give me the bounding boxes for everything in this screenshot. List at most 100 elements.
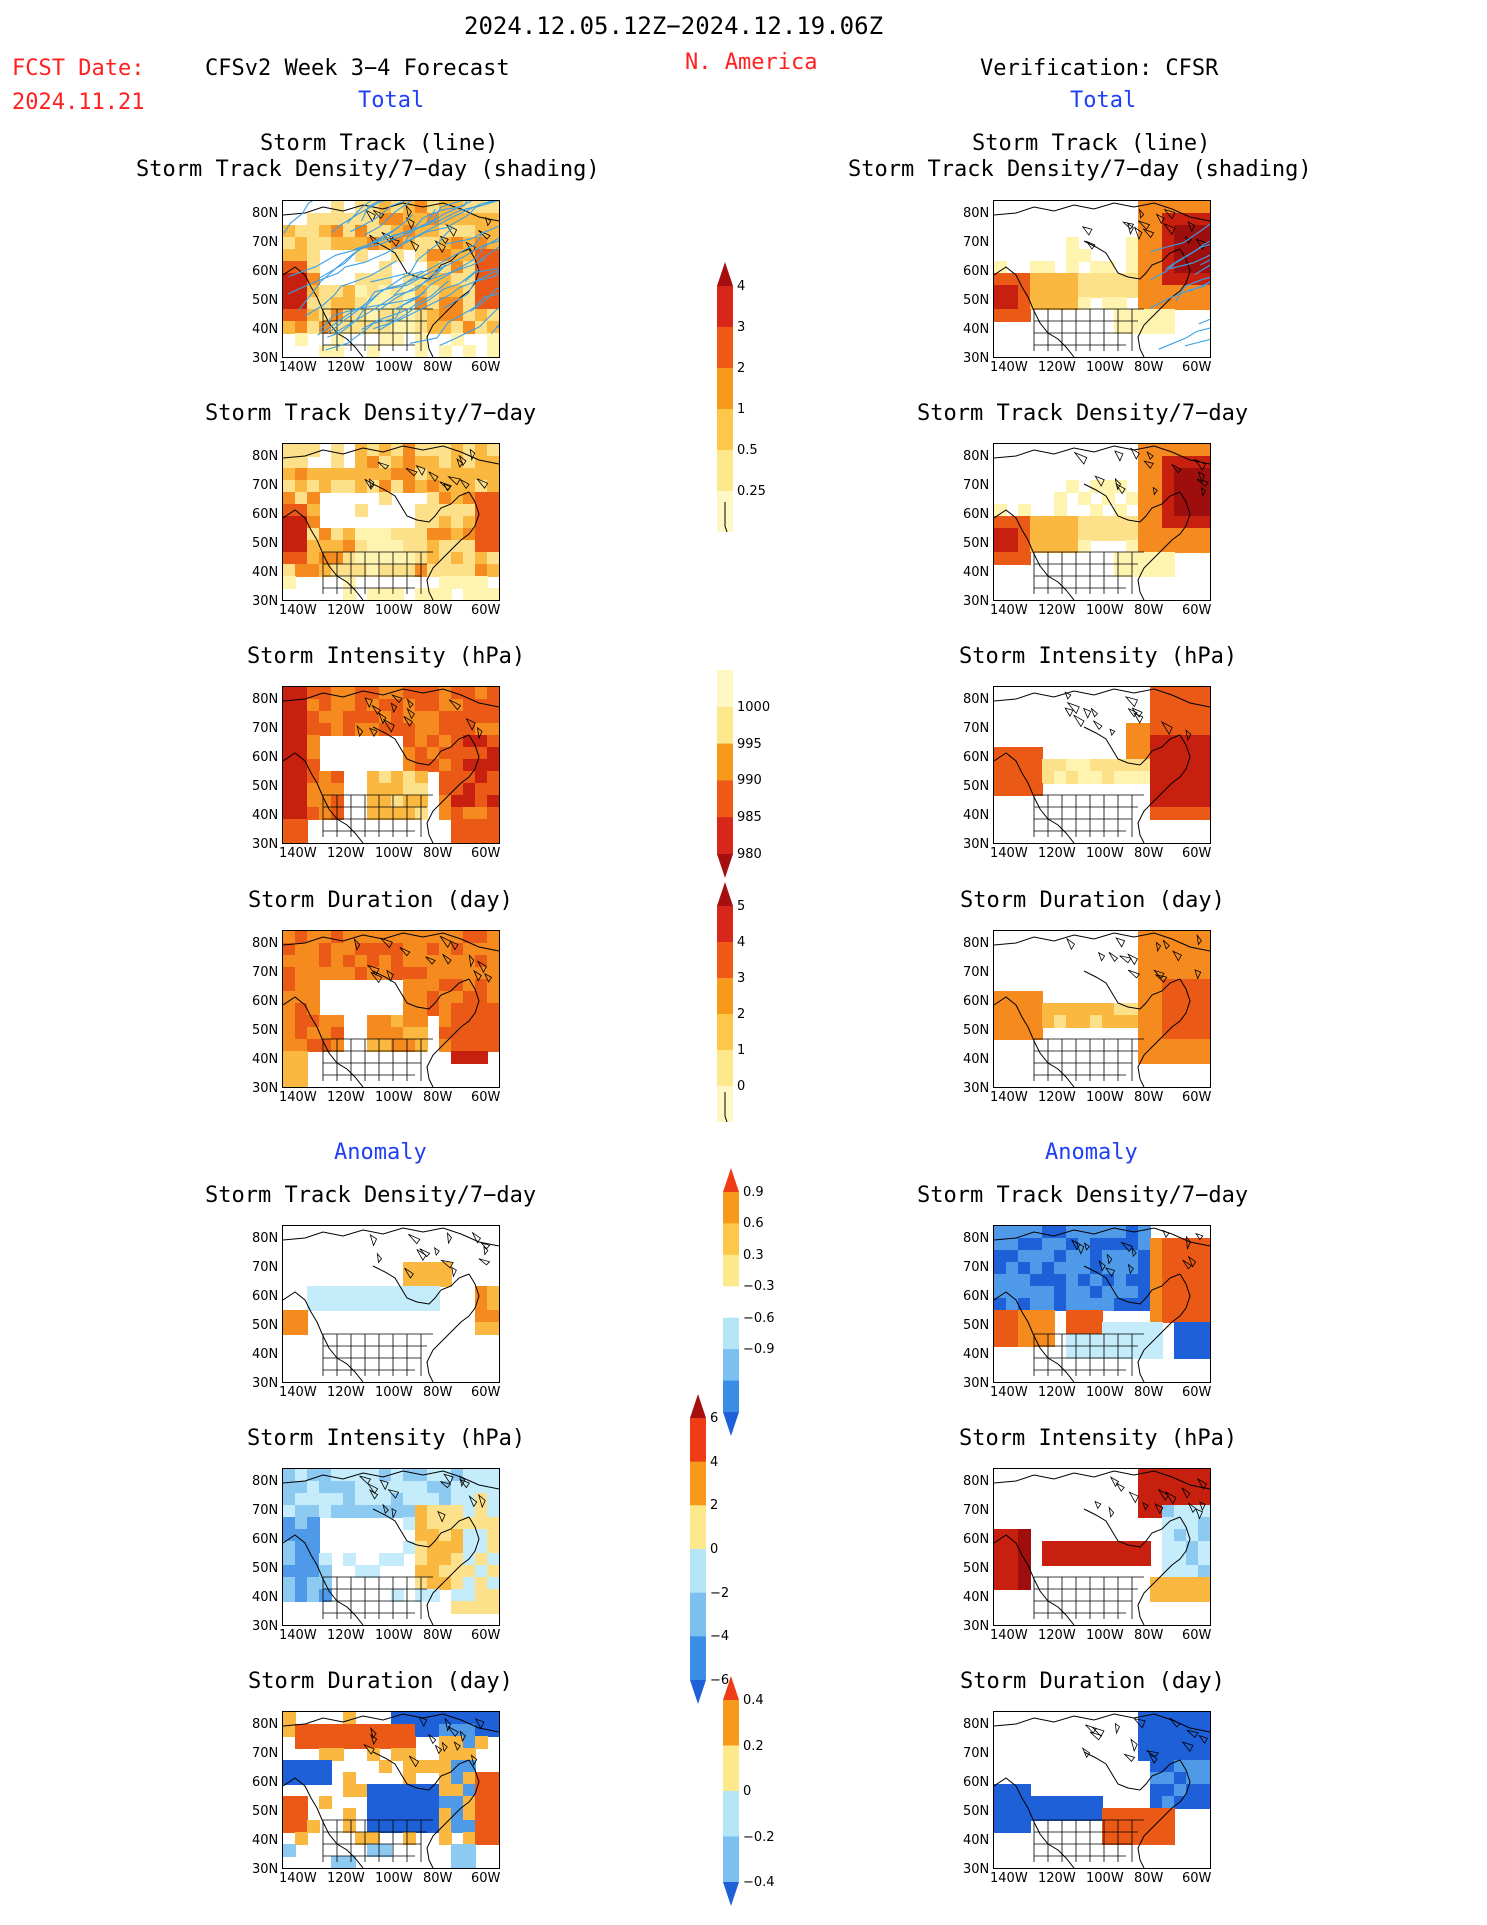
period-title: 2024.12.05.12Z−2024.12.19.06Z (464, 12, 884, 40)
shade-cell (391, 456, 404, 469)
shade-cell (994, 540, 1007, 553)
island-outline (456, 458, 464, 468)
shade-cell (1042, 528, 1055, 541)
shade-cell (994, 528, 1007, 541)
lon-tick-label: 100W (375, 846, 413, 861)
shade-cell (295, 540, 308, 553)
shade-cell (343, 955, 356, 968)
shade-cell (415, 979, 428, 992)
lon-tick-label: 140W (990, 1385, 1028, 1400)
shade-cell (427, 528, 440, 541)
shade-cell (283, 771, 296, 784)
shade-cell (295, 564, 308, 577)
shade-cell (487, 333, 499, 346)
shade-cell (1162, 552, 1175, 565)
coastline (372, 483, 470, 523)
shade-cell (1090, 516, 1103, 529)
colorbar-label: 0 (743, 1784, 752, 1799)
shade-cell (1078, 492, 1091, 505)
shade-cell (475, 540, 488, 553)
shade-cell (1150, 468, 1163, 481)
coastline (1083, 726, 1181, 766)
shade-cell (1066, 480, 1079, 493)
shade-cell (487, 1015, 499, 1028)
shade-cell (283, 309, 296, 322)
coastline (1137, 491, 1191, 600)
shade-cell (1054, 540, 1067, 553)
shade-cell (427, 249, 440, 262)
colorbar-label: 3 (737, 320, 746, 335)
shade-cell (331, 225, 344, 238)
shade-cell (1102, 528, 1115, 541)
storm-track-line (1184, 338, 1210, 347)
shade-cell (1186, 528, 1199, 541)
shade-cell (1150, 552, 1163, 565)
shade-cell (295, 249, 308, 262)
shade-cell (1198, 297, 1210, 310)
coastline (1137, 1759, 1191, 1868)
storm-track-line (1170, 254, 1210, 270)
shade-cell (415, 528, 428, 541)
shade-cell (403, 979, 416, 992)
shade-cell (1066, 297, 1079, 310)
colorbar-swatch (717, 942, 733, 979)
island-outline (1195, 1232, 1204, 1241)
shade-cell (451, 1015, 464, 1028)
coastline (994, 932, 1210, 952)
lon-tick-label: 80W (1134, 846, 1164, 861)
island-outline (1155, 941, 1162, 953)
lon-tick-label: 80W (423, 1628, 453, 1643)
shade-cell (1162, 321, 1175, 334)
island-outline (428, 471, 439, 482)
shade-cell (475, 1039, 488, 1052)
shade-cell (379, 807, 392, 820)
shade-cell (1114, 273, 1127, 286)
coastline (1137, 1273, 1191, 1382)
coastline (426, 491, 480, 600)
shade-cell (1162, 480, 1175, 493)
island-outline (437, 1510, 446, 1523)
shade-cell (427, 735, 440, 748)
shade-cell (994, 783, 1007, 796)
shade-cell (1114, 309, 1127, 322)
shade-cell (1030, 285, 1043, 298)
storm-track-line (377, 258, 486, 312)
shade-cell (487, 979, 499, 992)
island-outline (408, 1755, 420, 1768)
shade-cell (1150, 807, 1163, 820)
shade-cell (1150, 528, 1163, 541)
shade-cell (391, 783, 404, 796)
shade-cell (307, 1039, 320, 1052)
shade-cell (463, 747, 476, 760)
coastline (372, 1265, 470, 1305)
shade-cell (463, 687, 476, 700)
shade-cell (439, 711, 452, 724)
storm-track-line (1165, 243, 1210, 270)
lat-tick-label: 50N (963, 1561, 990, 1576)
shade-cell (1138, 540, 1151, 553)
shade-cell (391, 967, 404, 980)
island-outline (377, 461, 390, 470)
shade-cell (1162, 237, 1175, 250)
shade-cell (295, 273, 308, 286)
shade-cell (439, 723, 452, 736)
shade-cell (415, 249, 428, 262)
shade-cell (283, 1027, 296, 1040)
lon-tick-label: 80W (423, 1090, 453, 1105)
lon-tick-label: 60W (471, 846, 501, 861)
lat-tick-label: 60N (963, 1532, 990, 1547)
shade-cell (1162, 285, 1175, 298)
shade-cell (475, 504, 488, 517)
island-outline (408, 1233, 421, 1245)
lon-tick-label: 120W (327, 846, 365, 861)
lon-tick-label: 80W (1134, 1090, 1164, 1105)
shade-cell (295, 1003, 308, 1016)
shade-cell (355, 723, 368, 736)
shade-cell (319, 783, 332, 796)
shade-cell (994, 285, 1007, 298)
shade-cell (1030, 747, 1043, 760)
shade-cell (1066, 759, 1079, 772)
shade-cell (1162, 516, 1175, 529)
shade-cell (1018, 516, 1031, 529)
shade-cell (451, 1027, 464, 1040)
